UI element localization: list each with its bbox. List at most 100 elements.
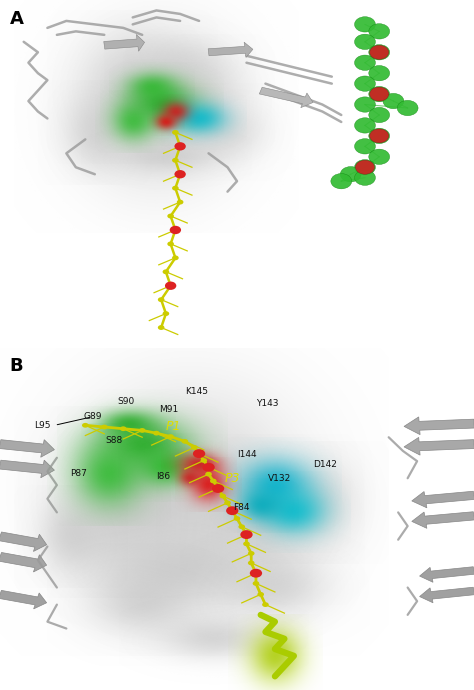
FancyArrow shape — [0, 440, 55, 457]
Circle shape — [167, 241, 174, 246]
Text: I86: I86 — [156, 472, 171, 481]
Text: V132: V132 — [268, 475, 292, 484]
Text: D142: D142 — [313, 460, 337, 469]
Circle shape — [101, 424, 108, 429]
Circle shape — [120, 426, 127, 431]
Circle shape — [355, 55, 375, 70]
Circle shape — [253, 581, 259, 586]
Circle shape — [369, 128, 390, 144]
Circle shape — [172, 130, 179, 135]
Circle shape — [170, 226, 181, 234]
Circle shape — [250, 569, 262, 578]
Circle shape — [355, 34, 375, 50]
Circle shape — [202, 463, 215, 472]
Text: P3: P3 — [225, 473, 240, 486]
Circle shape — [215, 486, 221, 491]
Circle shape — [191, 445, 198, 450]
FancyArrow shape — [419, 587, 474, 603]
Circle shape — [369, 149, 390, 164]
Text: S88: S88 — [105, 436, 122, 445]
Circle shape — [340, 166, 361, 182]
Circle shape — [238, 524, 245, 529]
Circle shape — [196, 451, 202, 456]
FancyArrow shape — [259, 87, 313, 108]
Circle shape — [355, 170, 375, 186]
Circle shape — [177, 144, 183, 149]
Circle shape — [174, 170, 186, 179]
Text: S90: S90 — [117, 397, 134, 406]
Text: M91: M91 — [159, 406, 178, 415]
Circle shape — [226, 506, 238, 515]
Circle shape — [243, 532, 250, 537]
Text: L95: L95 — [35, 421, 51, 430]
Circle shape — [174, 142, 186, 150]
Circle shape — [229, 509, 236, 513]
Circle shape — [158, 325, 164, 330]
Circle shape — [212, 484, 224, 493]
FancyArrow shape — [104, 34, 145, 51]
Text: G89: G89 — [83, 412, 102, 422]
Circle shape — [172, 228, 179, 233]
Circle shape — [370, 87, 389, 101]
Circle shape — [165, 282, 176, 290]
FancyArrow shape — [404, 417, 474, 435]
Circle shape — [177, 172, 183, 177]
Text: A: A — [9, 10, 23, 28]
Circle shape — [369, 66, 390, 81]
Circle shape — [355, 17, 375, 32]
Circle shape — [383, 93, 404, 109]
Circle shape — [163, 311, 169, 316]
Circle shape — [205, 472, 212, 477]
Text: F84: F84 — [234, 503, 250, 512]
FancyArrow shape — [0, 591, 46, 609]
Circle shape — [210, 479, 217, 484]
Circle shape — [234, 516, 240, 521]
FancyArrow shape — [412, 491, 474, 508]
Text: P1: P1 — [165, 420, 181, 433]
Circle shape — [193, 449, 205, 458]
Circle shape — [257, 592, 264, 597]
FancyArrow shape — [404, 437, 474, 455]
FancyArrow shape — [0, 553, 46, 572]
Circle shape — [224, 500, 231, 505]
Circle shape — [243, 542, 250, 546]
Circle shape — [356, 160, 374, 175]
Circle shape — [201, 458, 207, 463]
Circle shape — [172, 186, 179, 190]
Circle shape — [370, 129, 389, 143]
Circle shape — [205, 465, 212, 470]
Circle shape — [369, 45, 390, 60]
Circle shape — [355, 76, 375, 91]
Text: I144: I144 — [237, 450, 256, 459]
FancyArrow shape — [419, 566, 474, 582]
Circle shape — [172, 255, 179, 260]
Circle shape — [248, 551, 255, 555]
FancyArrow shape — [0, 460, 55, 477]
Circle shape — [397, 100, 418, 116]
Circle shape — [219, 493, 226, 498]
Circle shape — [355, 159, 375, 175]
Circle shape — [369, 86, 390, 101]
Text: B: B — [9, 357, 23, 375]
Circle shape — [177, 199, 183, 204]
FancyArrow shape — [208, 42, 253, 57]
Circle shape — [355, 118, 375, 133]
Circle shape — [331, 173, 352, 189]
Circle shape — [248, 560, 255, 565]
Text: K145: K145 — [185, 386, 208, 395]
Circle shape — [158, 297, 164, 302]
FancyArrow shape — [0, 532, 46, 551]
Text: Y143: Y143 — [256, 399, 279, 408]
Circle shape — [355, 97, 375, 112]
Circle shape — [172, 158, 179, 163]
Circle shape — [167, 214, 174, 219]
Text: P87: P87 — [70, 469, 87, 477]
Circle shape — [240, 530, 253, 539]
Circle shape — [163, 269, 169, 274]
Circle shape — [139, 428, 146, 433]
Circle shape — [167, 434, 174, 439]
Circle shape — [369, 108, 390, 123]
Circle shape — [253, 571, 259, 575]
Circle shape — [355, 139, 375, 154]
Circle shape — [262, 602, 269, 607]
